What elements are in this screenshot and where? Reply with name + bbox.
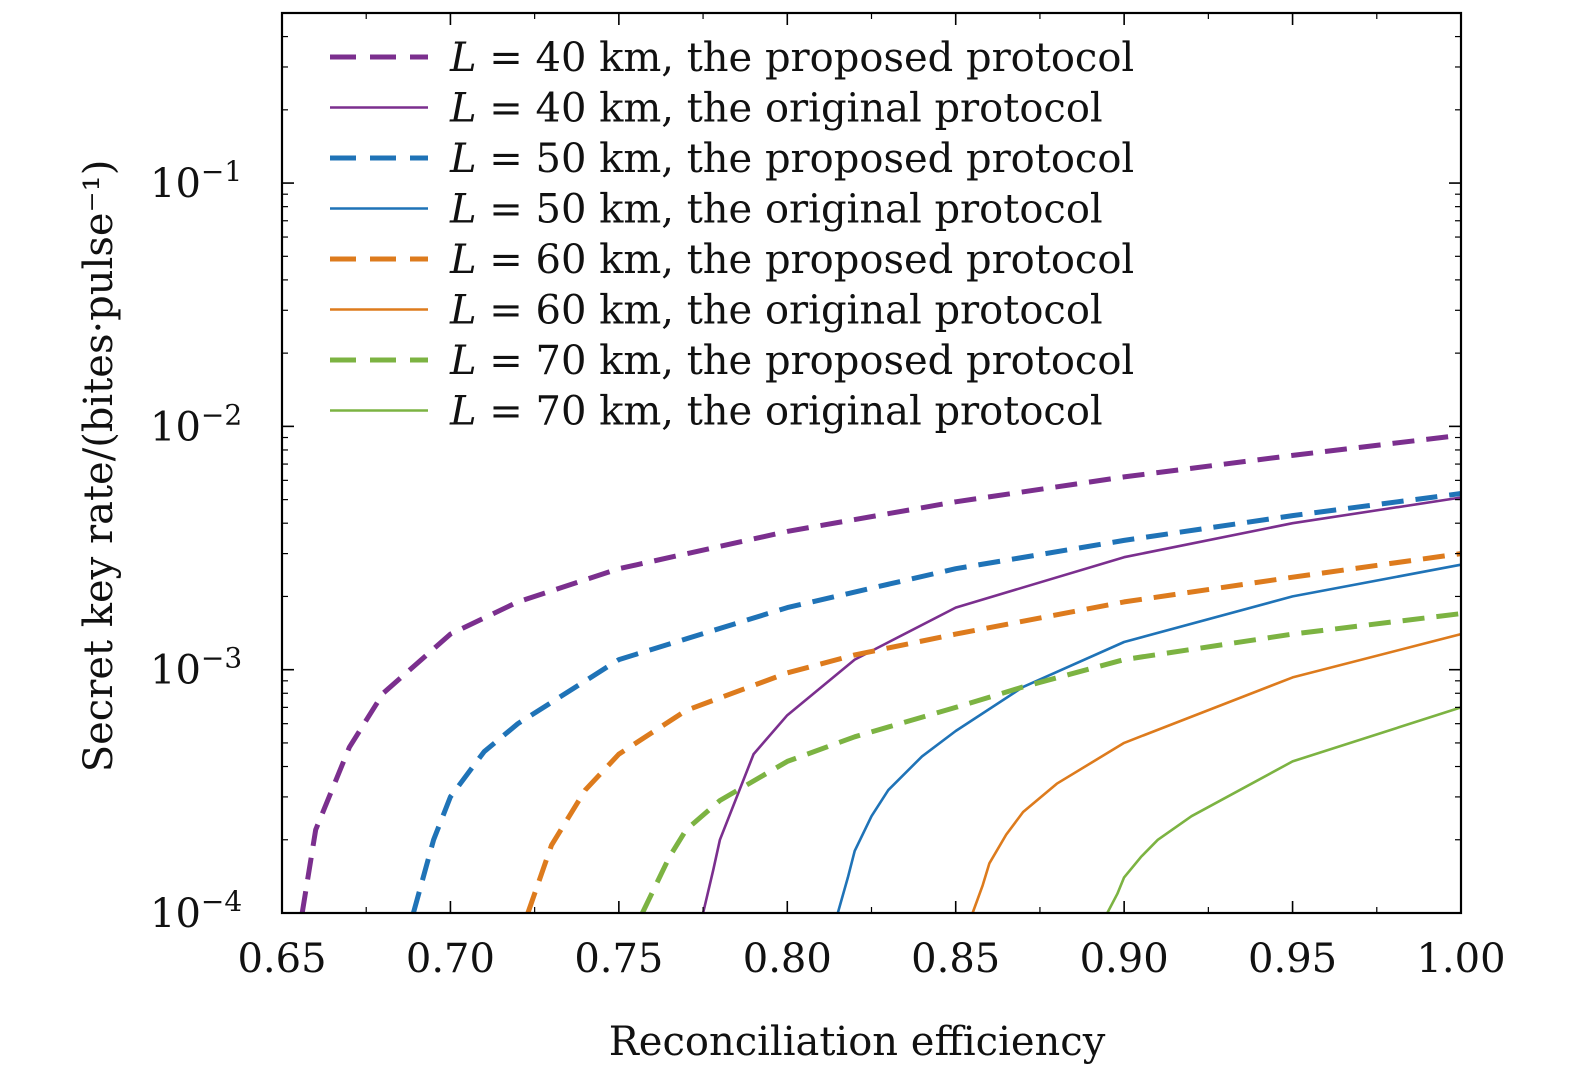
x-tick-label: 0.65 <box>237 936 326 982</box>
legend-label-7: L = 70 km, the proposed protocol <box>449 338 1134 384</box>
axes <box>280 11 1463 915</box>
x-tick-label: 0.90 <box>1080 936 1169 982</box>
y-axis-title: Secret key rate/(bites·pulse⁻¹) <box>76 160 122 773</box>
legend-label-6: L = 60 km, the original protocol <box>449 288 1103 334</box>
legend: L = 40 km, the proposed protocol L = 40 k… <box>330 35 1134 435</box>
x-axis-title: Reconciliation efficiency <box>609 1019 1106 1065</box>
y-tick-label: 10−4 <box>150 885 242 937</box>
legend-label-8: L = 70 km, the original protocol <box>449 389 1103 435</box>
x-tick-label: 0.70 <box>406 936 495 982</box>
series-line-4 <box>836 563 1462 914</box>
x-tick-label: 1.00 <box>1416 936 1505 982</box>
series-line-3 <box>410 491 1462 914</box>
x-tick-label: 0.95 <box>1248 936 1337 982</box>
legend-label-3: L = 50 km, the proposed protocol <box>449 136 1134 182</box>
series-line-6 <box>971 632 1462 914</box>
series-line-7 <box>640 611 1462 915</box>
series-line-8 <box>1106 706 1462 914</box>
legend-label-2: L = 40 km, the original protocol <box>449 86 1103 132</box>
x-tick-label: 0.85 <box>911 936 1000 982</box>
series-line-1 <box>299 432 1462 914</box>
legend-label-4: L = 50 km, the original protocol <box>449 187 1103 233</box>
x-tick-label: 0.80 <box>743 936 832 982</box>
tick-labels: 0.65 0.70 0.75 0.80 0.85 0.90 0.95 1.00 10−1 10−2… <box>150 155 1506 982</box>
series-line-5 <box>525 551 1462 914</box>
y-tick-label: 10−1 <box>150 155 242 207</box>
legend-label-1: L = 40 km, the proposed protocol <box>449 35 1134 81</box>
series-layer <box>299 432 1462 915</box>
x-tick-label: 0.75 <box>574 936 663 982</box>
y-tick-label: 10−3 <box>150 642 242 694</box>
legend-label-5: L = 60 km, the proposed protocol <box>449 237 1134 283</box>
series-line-2 <box>701 496 1462 914</box>
y-tick-label: 10−2 <box>150 398 242 450</box>
